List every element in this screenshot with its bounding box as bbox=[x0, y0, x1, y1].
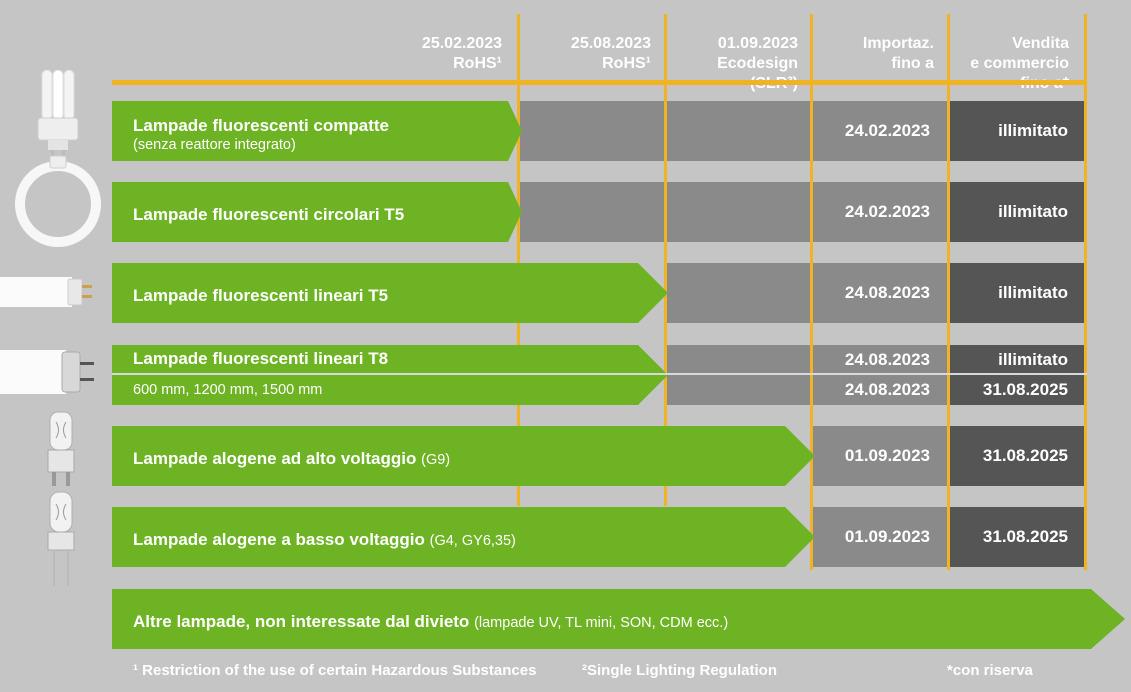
circular-fluorescent-lamp-icon bbox=[15, 155, 101, 247]
row-label-g9: Lampade alogene ad alto voltaggio (G9) bbox=[133, 449, 451, 468]
compact-fluorescent-lamp-icon bbox=[37, 70, 79, 158]
row-band-sale bbox=[948, 182, 1085, 242]
arrow-g9 bbox=[112, 426, 815, 486]
t8-separator bbox=[112, 373, 1087, 375]
divider-aug bbox=[664, 14, 667, 506]
divider-sale bbox=[1084, 14, 1087, 570]
header-rohs-feb: 25.02.2023 RoHS¹ bbox=[421, 35, 502, 72]
linear-t8-tube-icon bbox=[0, 350, 94, 394]
import-date-cell: 24.08.2023 bbox=[844, 350, 930, 369]
row-label-g4: Lampade alogene a basso voltaggio (G4, G… bbox=[133, 530, 516, 549]
arrow-t5 bbox=[112, 263, 668, 323]
divider-feb bbox=[517, 14, 520, 506]
sale-date-cell: 31.08.2025 bbox=[982, 527, 1068, 546]
sale-date-cell: illimitato bbox=[998, 202, 1068, 221]
header-rohs-aug: 25.08.2023 RoHS¹ bbox=[570, 35, 651, 72]
import-date-cell: 01.09.2023 bbox=[844, 446, 930, 465]
row-band-sale bbox=[948, 263, 1085, 323]
row-band-sale bbox=[948, 345, 1085, 375]
row-band bbox=[811, 426, 948, 486]
row-label-other: Altre lampade, non interessate dal divie… bbox=[133, 612, 729, 631]
row-band bbox=[665, 345, 948, 375]
row-label-t8-lengths: 600 mm, 1200 mm, 1500 mm bbox=[133, 382, 323, 398]
import-date-cell: 01.09.2023 bbox=[844, 527, 930, 546]
import-date-cell: 24.08.2023 bbox=[844, 380, 930, 399]
arrow-other bbox=[112, 589, 1125, 649]
row-band-sale bbox=[948, 507, 1085, 567]
halogen-g9-capsule-icon bbox=[47, 411, 75, 486]
row-band bbox=[811, 507, 948, 567]
header-divider bbox=[112, 80, 1087, 85]
import-date-cell: 24.02.2023 bbox=[844, 202, 930, 221]
sale-date-cell: illimitato bbox=[998, 283, 1068, 302]
sale-date-cell: illimitato bbox=[998, 121, 1068, 140]
sale-date-cell: 31.08.2025 bbox=[982, 446, 1068, 465]
row-band bbox=[518, 101, 948, 161]
row-band bbox=[518, 182, 948, 242]
divider-import bbox=[947, 14, 950, 570]
divider-sep bbox=[810, 14, 813, 570]
footnote-rohs: ¹ Restriction of the use of certain Haza… bbox=[133, 662, 537, 679]
sale-date-cell: illimitato bbox=[998, 350, 1068, 369]
row-band bbox=[665, 375, 948, 405]
row-band-sale bbox=[948, 426, 1085, 486]
sale-date-cell: 31.08.2025 bbox=[982, 380, 1068, 399]
linear-t5-tube-icon bbox=[0, 277, 92, 307]
footnote-reserve: *con riserva bbox=[947, 662, 1033, 679]
arrow-circular bbox=[112, 182, 522, 242]
row-label-compact: Lampade fluorescenti compatte (senza rea… bbox=[133, 116, 390, 153]
arrow-g4 bbox=[112, 507, 815, 567]
row-label-circular: Lampade fluorescenti circolari T5 bbox=[133, 205, 405, 224]
footnote-slr: ²Single Lighting Regulation bbox=[582, 662, 777, 679]
row-band bbox=[665, 263, 948, 323]
import-date-cell: 24.02.2023 bbox=[844, 121, 930, 140]
arrow-compact bbox=[112, 101, 522, 161]
halogen-g4-capsule-icon bbox=[47, 491, 75, 586]
row-band-sale bbox=[948, 101, 1085, 161]
import-date-cell: 24.08.2023 bbox=[844, 283, 930, 302]
header-import: Importaz. fino a bbox=[862, 35, 934, 72]
row-label-t5: Lampade fluorescenti lineari T5 bbox=[133, 286, 389, 305]
row-band-sale bbox=[948, 375, 1085, 405]
row-label-t8: Lampade fluorescenti lineari T8 bbox=[133, 349, 389, 368]
